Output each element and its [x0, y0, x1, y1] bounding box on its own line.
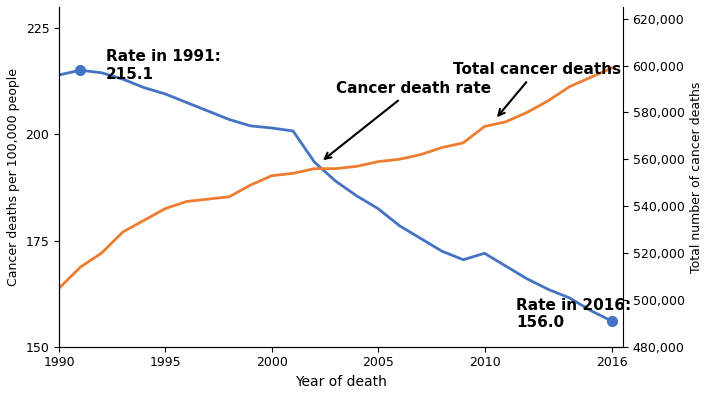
- Text: Total cancer deaths: Total cancer deaths: [452, 62, 621, 116]
- X-axis label: Year of death: Year of death: [295, 375, 387, 389]
- Text: Cancer death rate: Cancer death rate: [324, 81, 491, 159]
- Y-axis label: Total number of cancer deaths: Total number of cancer deaths: [690, 81, 703, 272]
- Text: Rate in 2016:
156.0: Rate in 2016: 156.0: [516, 298, 632, 330]
- Text: Rate in 1991:
215.1: Rate in 1991: 215.1: [106, 50, 221, 82]
- Y-axis label: Cancer deaths per 100,000 people: Cancer deaths per 100,000 people: [7, 68, 20, 286]
